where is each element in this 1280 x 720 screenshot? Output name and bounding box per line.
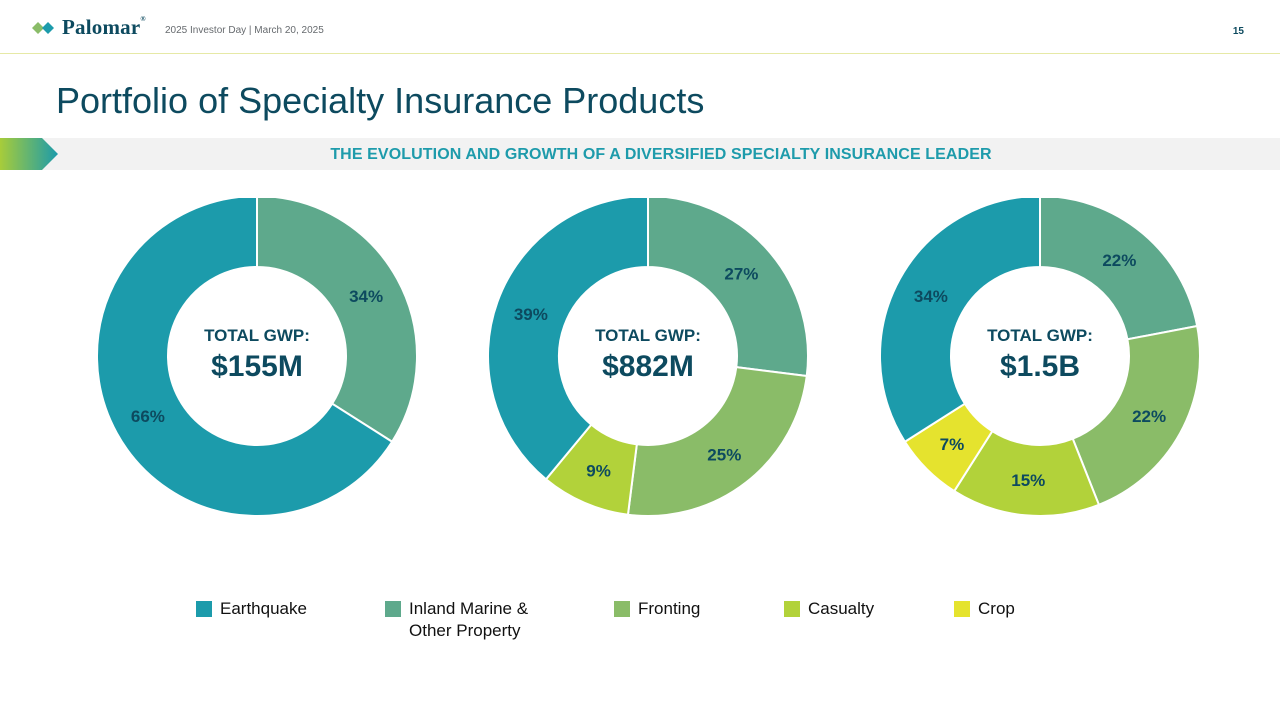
donut-slice-inland-marine-other-property [256,198,418,444]
legend-item-crop: Crop [954,598,1118,620]
palomar-logo[interactable]: Palomar® [32,15,146,40]
logo-wordmark: Palomar® [62,15,146,39]
legend-label: Crop [978,599,1015,618]
donut-slice-fronting [1071,324,1201,507]
subtitle-banner: THE EVOLUTION AND GROWTH OF A DIVERSIFIE… [0,138,1280,170]
donut-svg-2022: 202227%25%9%39%TOTAL GWP:$882M [487,198,809,517]
event-caption: 2025 Investor Day | March 20, 2025 [165,25,324,36]
banner-arrow-icon [0,138,58,170]
slice-label: 7% [940,435,965,454]
slice-label: 25% [707,445,741,464]
legend-label: Fronting [638,599,701,618]
page-title: Portfolio of Specialty Insurance Product… [56,80,705,121]
donut-slice-inland-marine-other-property [647,198,809,378]
chart-legend: Earthquake Inland Marine & Other Propert… [0,598,1280,658]
legend-item-fronting: Fronting [614,598,778,620]
slice-label: 39% [514,305,548,324]
slice-label: 66% [131,407,165,426]
slice-label: 22% [1132,407,1166,426]
slice-label: 9% [586,461,611,480]
header-bar: Palomar® 2025 Investor Day | March 20, 2… [0,0,1280,54]
palomar-diamond-icon [32,21,54,34]
legend-swatch-crop [954,601,970,617]
center-label: TOTAL GWP: [987,326,1093,345]
donut-svg-2018: 201834%66%TOTAL GWP:$155M [96,198,418,517]
legend-item-inland-marine: Inland Marine & Other Property [385,598,549,642]
donut-chart-2024: 202422%22%15%7%34%TOTAL GWP:$1.5B [875,198,1205,568]
legend-label: Earthquake [220,599,307,618]
center-value: $882M [602,350,694,383]
banner-text: THE EVOLUTION AND GROWTH OF A DIVERSIFIE… [330,146,992,163]
center-value: $155M [211,350,303,383]
donut-slice-inland-marine-other-property [1039,198,1199,341]
donut-chart-2022: 202227%25%9%39%TOTAL GWP:$882M [483,198,813,568]
center-value: $1.5B [1000,350,1080,383]
donut-chart-2018: 201834%66%TOTAL GWP:$155M [92,198,422,568]
donut-svg-2024: 202422%22%15%7%34%TOTAL GWP:$1.5B [879,198,1201,517]
legend-item-casualty: Casualty [784,598,948,620]
slice-label: 34% [349,287,383,306]
donut-slice-earthquake [96,198,394,517]
slice-label: 27% [724,265,758,284]
slice-label: 34% [914,287,948,306]
legend-swatch-casualty [784,601,800,617]
slice-label: 22% [1102,251,1136,270]
legend-swatch-earthquake [196,601,212,617]
slice-label: 15% [1011,471,1045,490]
center-label: TOTAL GWP: [204,326,310,345]
center-label: TOTAL GWP: [595,326,701,345]
donut-slice-fronting [626,366,808,517]
legend-swatch-fronting [614,601,630,617]
donut-slice-earthquake [487,198,649,481]
page-number: 15 [1232,26,1244,37]
legend-label: Casualty [808,599,875,618]
donut-slice-earthquake [879,198,1041,444]
legend-swatch-inland-marine [385,601,401,617]
legend-item-earthquake: Earthquake [196,598,360,620]
legend-label: Inland Marine & Other Property [409,599,529,640]
